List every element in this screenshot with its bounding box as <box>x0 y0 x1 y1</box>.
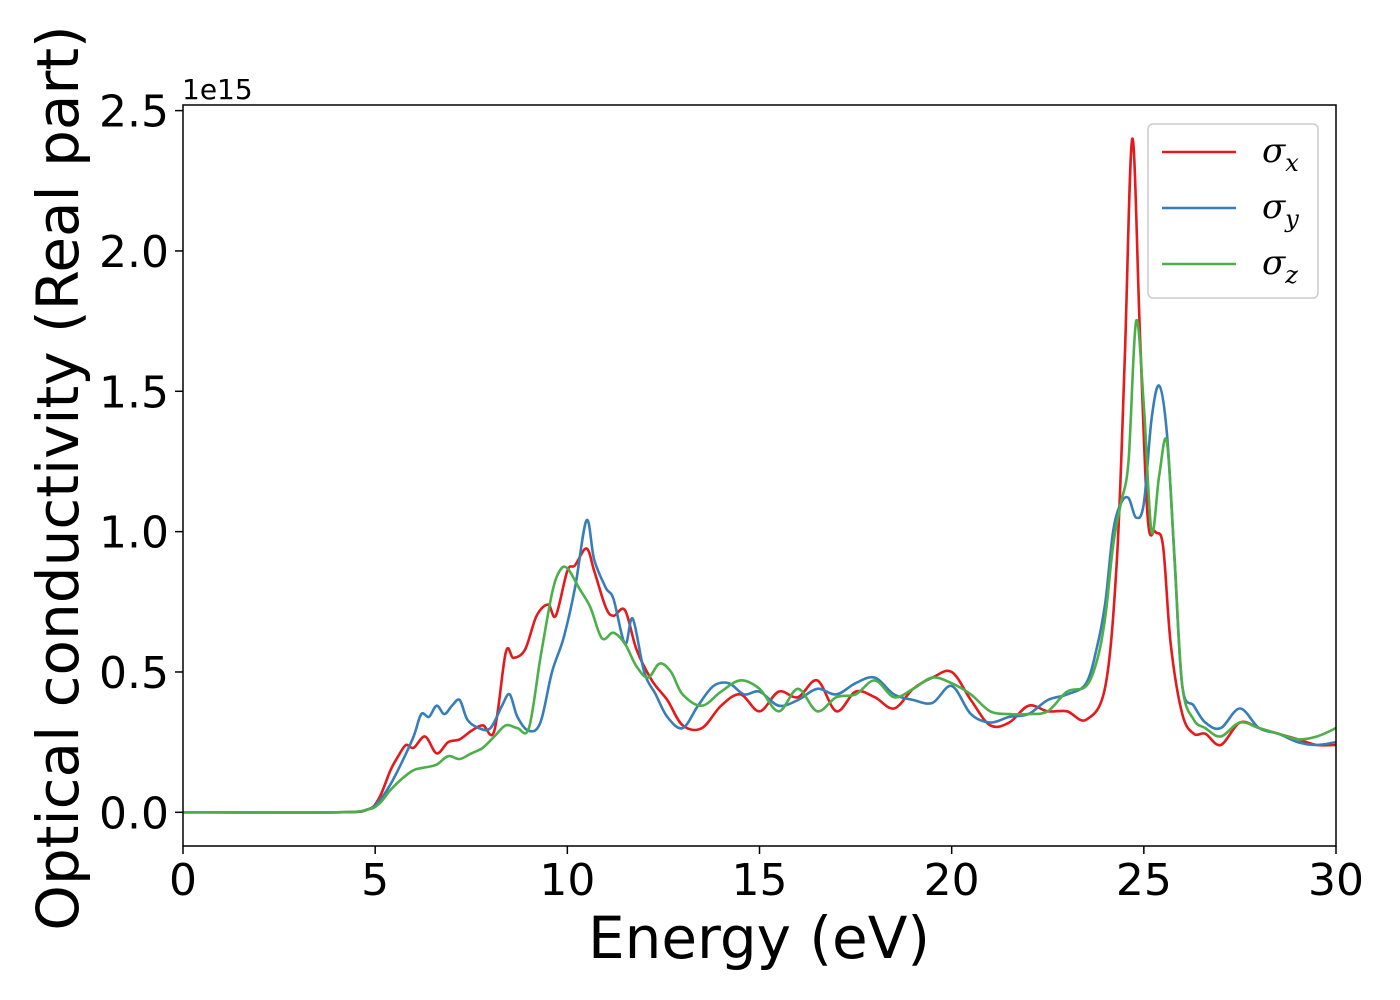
y-offset-label: 1e15 <box>182 73 253 106</box>
y-tick-label: 0.0 <box>99 788 169 839</box>
series-line-z <box>183 318 1336 814</box>
y-tick-label: 0.5 <box>99 648 169 699</box>
x-tick-label: 5 <box>361 855 389 906</box>
series-layer <box>183 137 1336 814</box>
y-tick-label: 1.5 <box>99 367 169 418</box>
x-tick-label: 10 <box>539 855 595 906</box>
legend-box <box>1147 123 1319 299</box>
x-tick-label: 25 <box>1116 855 1172 906</box>
x-tick-label: 20 <box>924 855 980 906</box>
legend-label-z: σz <box>1262 243 1298 289</box>
x-tick-label: 15 <box>732 855 788 906</box>
legend-label-x: σx <box>1262 131 1299 177</box>
legend: σx σy σz <box>1147 123 1319 299</box>
x-axis-title: Energy (eV) <box>588 904 930 972</box>
y-axis: 0.0 0.5 1.0 1.5 2.0 2.5 <box>99 87 183 839</box>
x-tick-label: 30 <box>1308 855 1364 906</box>
x-axis: 0 5 10 15 20 25 30 <box>169 846 1364 906</box>
y-tick-label: 2.0 <box>99 227 169 278</box>
x-tick-label: 0 <box>169 855 197 906</box>
y-tick-label: 2.5 <box>99 87 169 138</box>
y-axis-title: Optical conductivity (Real part) <box>24 25 92 930</box>
y-tick-label: 1.0 <box>99 508 169 559</box>
legend-label-y: σy <box>1262 187 1299 233</box>
